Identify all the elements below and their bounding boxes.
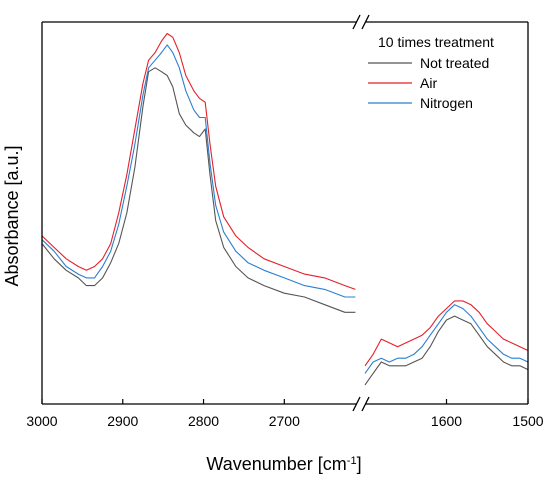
- axis-break-mark: [352, 14, 361, 30]
- series-line-air-high: [41, 32, 356, 290]
- legend-label-not-treated: Not treated: [420, 55, 489, 71]
- legend-label-air: Air: [420, 75, 437, 91]
- legend-label-nitrogen: Nitrogen: [420, 95, 473, 111]
- legend-title: 10 times treatment: [378, 34, 494, 50]
- x-tick-label-1500: 1500: [512, 413, 543, 429]
- x-tick-label-3000: 3000: [26, 413, 57, 429]
- x-tick-label-1600: 1600: [431, 413, 462, 429]
- x-axis-title-main: Wavenumber [cm: [206, 454, 346, 474]
- axis-break-gap: [358, 398, 364, 410]
- axis-break-mark: [361, 14, 370, 30]
- x-ticks: 3000 2900 2800 2700 1600 1500: [26, 399, 544, 429]
- x-axis-title-sup: -1: [347, 455, 357, 467]
- axis-break-gap: [358, 16, 364, 28]
- series-line-nitrogen-high: [41, 44, 356, 298]
- series-line-not-treated-low: [364, 315, 529, 386]
- x-tick-label-2800: 2800: [188, 413, 219, 429]
- x-tick-label-2700: 2700: [269, 413, 300, 429]
- axis-break-mark: [361, 396, 370, 412]
- series-line-not-treated-high: [41, 67, 356, 313]
- x-tick-label-2900: 2900: [107, 413, 138, 429]
- series-line-nitrogen-low: [364, 304, 529, 374]
- x-axis-title: Wavenumber [cm-1]: [206, 454, 361, 474]
- legend: 10 times treatment Not treated Air Nitro…: [368, 34, 494, 111]
- plot-frame: [41, 14, 529, 412]
- x-axis-title-end: ]: [357, 454, 362, 474]
- y-axis-title: Absorbance [a.u.]: [2, 145, 22, 286]
- plot-lines: [41, 32, 529, 386]
- axis-break-mark: [352, 396, 361, 412]
- series-line-air-low: [364, 300, 529, 367]
